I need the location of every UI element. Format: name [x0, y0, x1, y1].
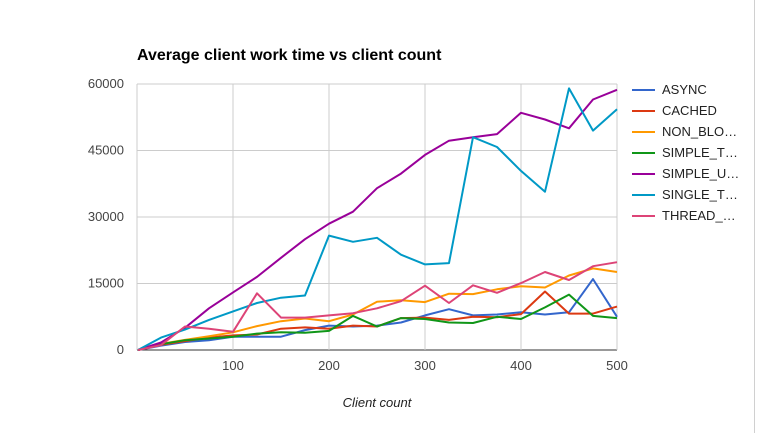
series-line-single-threaded	[137, 87, 618, 351]
y-tick-label: 15000	[88, 276, 124, 291]
legend-label: ASYNC	[662, 82, 707, 97]
legend-item[interactable]: SIMPLE_T…	[632, 145, 738, 160]
legend-item[interactable]: THREAD_…	[632, 208, 736, 223]
x-axis-title: Client count	[343, 395, 413, 410]
legend-label: SINGLE_T…	[662, 187, 738, 202]
legend-item[interactable]: SINGLE_T…	[632, 187, 738, 202]
series-line-thread-pool	[137, 261, 618, 351]
series-line-simple-unthreaded	[137, 88, 618, 351]
x-tick-label: 500	[606, 358, 628, 373]
window-edge	[754, 0, 755, 433]
grid	[136, 83, 618, 351]
y-tick-label: 45000	[88, 143, 124, 158]
legend-item[interactable]: SIMPLE_U…	[632, 166, 739, 181]
legend: ASYNC CACHED NON_BLO… SIMPLE_T… SIMPLE_U… SIN…	[632, 82, 739, 223]
legend-label: THREAD_…	[662, 208, 736, 223]
edge-marker-icon: ⋮	[753, 8, 757, 18]
legend-label: NON_BLO…	[662, 124, 737, 139]
legend-item[interactable]: NON_BLO…	[632, 124, 737, 139]
series-line-non-blocking	[137, 267, 618, 351]
legend-item[interactable]: ASYNC	[632, 82, 707, 97]
series-lines	[137, 87, 618, 351]
y-tick-label: 0	[117, 342, 124, 357]
legend-item[interactable]: CACHED	[632, 103, 717, 118]
x-axis-ticks: 100 200 300 400 500	[222, 358, 628, 373]
y-tick-label: 30000	[88, 209, 124, 224]
x-tick-label: 300	[414, 358, 436, 373]
legend-label: SIMPLE_T…	[662, 145, 738, 160]
series-line-simple-threaded	[137, 293, 618, 351]
chart-title: Average client work time vs client count	[137, 47, 442, 64]
y-tick-label: 60000	[88, 76, 124, 91]
x-tick-label: 400	[510, 358, 532, 373]
x-tick-label: 100	[222, 358, 244, 373]
legend-label: CACHED	[662, 103, 717, 118]
series-line-cached	[137, 290, 618, 351]
x-tick-label: 200	[318, 358, 340, 373]
y-axis-ticks: 0 15000 30000 45000 60000	[88, 76, 124, 357]
legend-label: SIMPLE_U…	[662, 166, 739, 181]
